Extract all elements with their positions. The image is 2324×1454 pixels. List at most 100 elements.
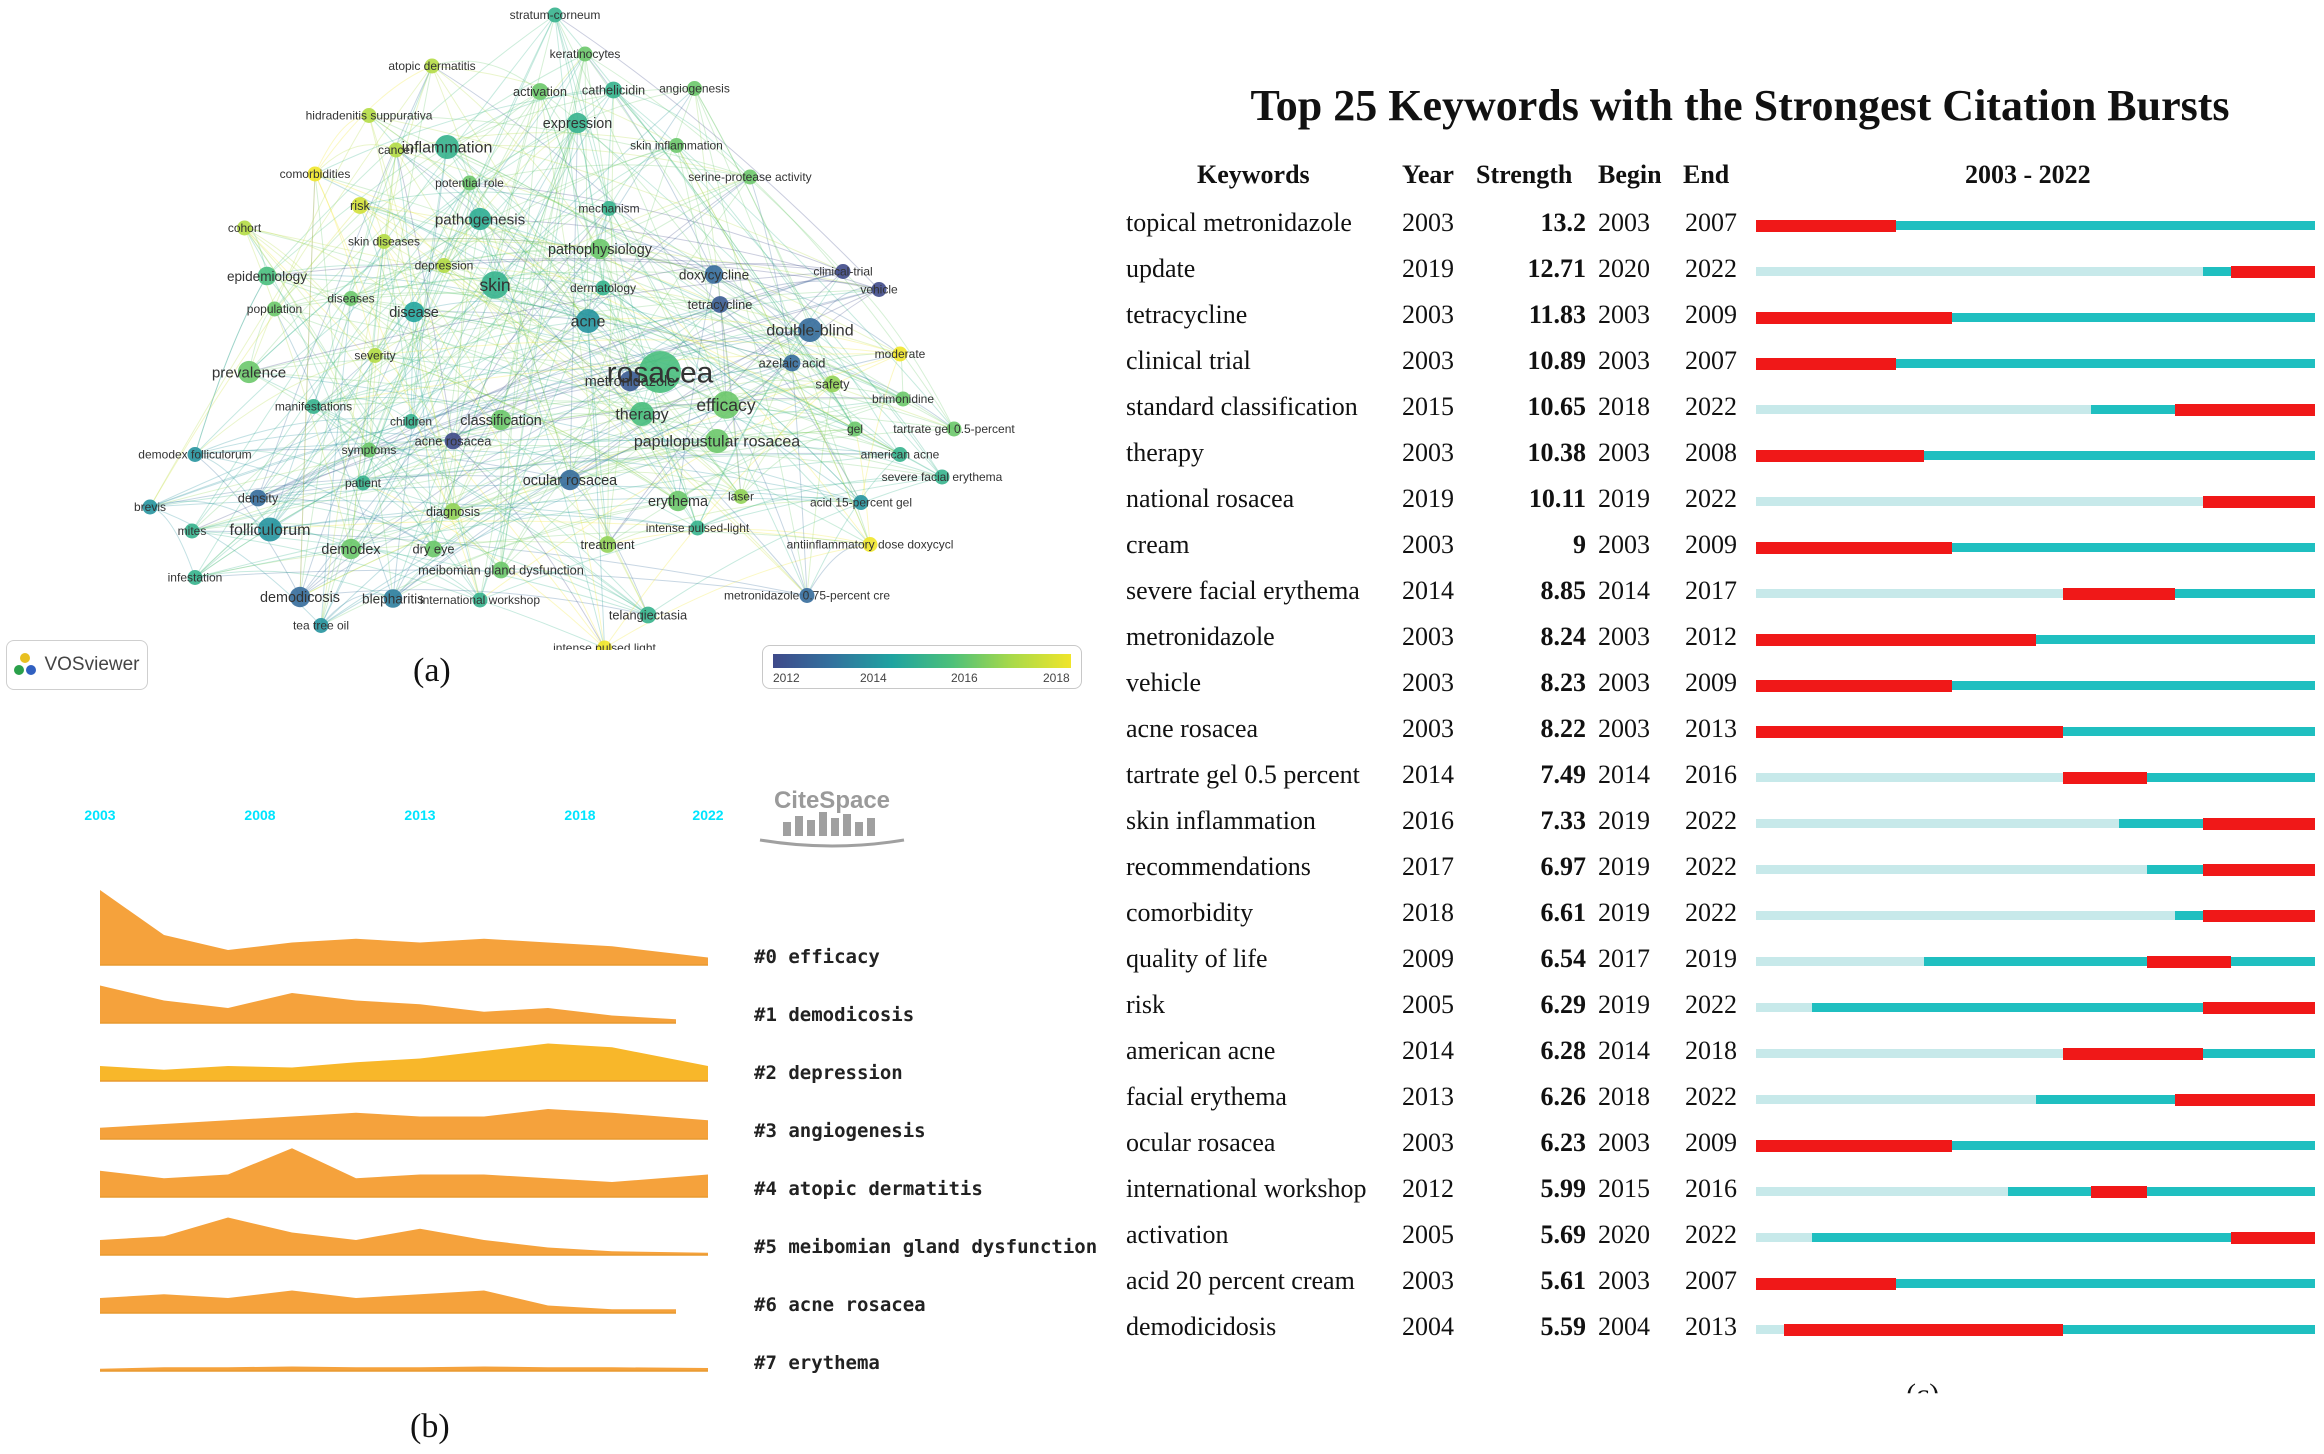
burst-begin: 2003 [1598,622,1650,651]
network-edge [443,265,679,502]
burst-timeline-bar [1756,1324,2315,1336]
network-node [712,391,740,419]
burst-bar-after [1756,681,2315,690]
burst-timeline-bar [1756,956,2315,968]
network-edge [443,259,880,290]
burst-bar-burst [1756,542,1952,554]
network-node-label: therapy [615,407,668,424]
burst-timeline-bar [1756,312,2315,324]
network-edge [266,274,589,322]
burst-begin: 2003 [1598,300,1650,329]
network-edge [313,320,589,407]
burst-year: 2003 [1402,1266,1454,1295]
network-node-label: azelaic acid [759,355,826,370]
network-edge [554,14,880,290]
network-edge [431,65,677,146]
burst-begin: 2020 [1598,254,1650,283]
burst-bar-burst [1756,312,1952,324]
burst-year: 2017 [1402,852,1454,881]
burst-keyword: comorbidity [1126,898,1254,927]
burst-end: 2016 [1685,1174,1737,1203]
network-edge [191,530,649,616]
burst-begin: 2020 [1598,1220,1650,1249]
network-edge [452,362,793,512]
network-node-label: prevalence [212,364,286,381]
burst-keyword: therapy [1126,438,1204,467]
network-edge [469,182,844,272]
burst-bar-after [1756,1279,2315,1288]
cluster-stream-area [100,985,676,1023]
burst-row: comorbidity 2018 6.61 2019 2022 [0,890,2324,936]
burst-bar-burst [2203,864,2315,876]
network-edge [266,275,871,545]
burst-keyword: acid 20 percent cream [1126,1266,1355,1295]
network-edge [266,264,496,286]
network-node [184,523,200,539]
network-node [436,258,452,273]
network-edge [383,241,742,497]
burst-bar-before [1756,865,2148,874]
network-edge [395,149,901,355]
network-node [639,606,657,624]
network-edge [368,115,589,322]
network-edge [194,439,901,455]
network-node-label: pathophysiology [548,242,653,258]
network-edge [359,205,904,400]
network-node [711,296,729,313]
burst-keyword: demodicidosis [1126,1312,1277,1341]
network-edge [446,146,833,385]
network-edge [604,383,833,649]
network-edge [791,362,808,596]
network-edge [191,289,880,532]
network-edge [431,60,541,92]
network-node-label: ocular rosacea [523,473,617,489]
burst-strength: 8.85 [1540,576,1587,605]
burst-begin: 2003 [1598,346,1650,375]
network-edge [697,271,844,529]
network-edge [350,277,604,299]
network-node [733,489,749,504]
network-node [340,538,362,560]
network-node-label: dry eye [413,541,455,556]
network-edge [248,371,862,503]
network-node [704,265,724,284]
network-edge [806,454,901,596]
network-node [383,589,403,608]
burst-begin: 2014 [1598,576,1650,605]
network-node [367,348,383,363]
network-edge [443,265,808,596]
network-node-label: severe facial erythema [882,470,1003,484]
network-edge [479,476,943,601]
vosviewer-logo-icon [14,653,37,677]
burst-bar-burst [2203,818,2315,830]
network-edge [266,275,718,442]
network-node [237,220,252,236]
network-edge [314,144,397,175]
network-node-label: hidradenitis suppurativa [306,109,433,123]
network-node-label: blepharitis [362,591,424,606]
network-edge [479,218,904,400]
network-edge [395,149,631,382]
network-edge [410,146,448,422]
burst-bar-after [1756,1141,2315,1150]
burst-begin: 2003 [1598,1128,1650,1157]
network-edge [314,173,901,455]
network-edge [244,227,415,313]
network-edge [608,208,718,442]
network-node [444,503,462,520]
burst-strength: 6.61 [1540,898,1587,927]
network-node [307,166,323,182]
burst-year: 2013 [1402,1082,1454,1111]
network-edge [433,14,556,550]
burst-keyword: standard classification [1126,392,1358,421]
burst-keyword: acne rosacea [1126,714,1259,743]
network-edge [433,531,871,550]
burst-timeline-bar [1756,588,2315,600]
network-edge [299,176,751,598]
network-edge [368,115,844,272]
burst-strength: 8.23 [1540,668,1587,697]
network-edge [313,65,433,407]
network-node [895,391,911,407]
network-edge [569,289,880,481]
network-edge [641,304,721,415]
